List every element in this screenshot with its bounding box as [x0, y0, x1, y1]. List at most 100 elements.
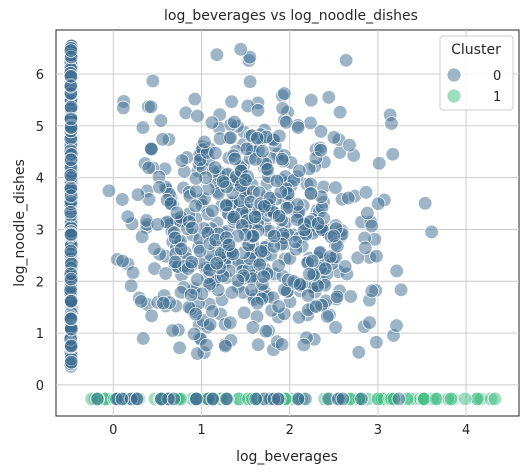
data-point-cluster-1: [487, 391, 503, 407]
data-point-cluster-0: [271, 258, 286, 273]
data-point-cluster-0: [169, 205, 185, 220]
data-point-cluster-0: [291, 310, 307, 325]
data-point-cluster-0: [277, 86, 292, 101]
data-point-cluster-0: [290, 391, 306, 407]
data-point-cluster-0: [303, 186, 319, 201]
data-point-cluster-0: [308, 299, 324, 314]
data-point-cluster-0: [238, 172, 253, 187]
data-point-cluster-0: [204, 115, 220, 130]
data-point-cluster-0: [302, 266, 317, 282]
data-point-cluster-0: [242, 74, 258, 89]
data-point-cluster-0: [239, 141, 254, 156]
data-point-cluster-0: [250, 296, 265, 311]
data-point-cluster-0: [245, 320, 260, 335]
data-point-cluster-0: [64, 294, 79, 309]
data-point-cluster-0: [63, 243, 79, 259]
data-point-cluster-0: [320, 309, 335, 324]
data-point-cluster-0: [90, 391, 105, 407]
data-point-cluster-0: [167, 230, 183, 246]
data-point-cluster-0: [257, 199, 272, 214]
data-point-cluster-0: [187, 91, 203, 107]
data-point-cluster-0: [237, 305, 252, 320]
data-point-cluster-0: [313, 143, 329, 158]
data-point-cluster-0: [318, 261, 333, 276]
data-point-cluster-0: [209, 47, 225, 62]
x-tick-label: 1: [197, 423, 205, 438]
data-point-cluster-0: [189, 184, 204, 199]
data-point-cluster-0: [250, 131, 265, 146]
data-point-cluster-0: [233, 42, 248, 57]
data-point-cluster-0: [267, 228, 282, 244]
y-axis-title: log_noodle_dishes: [12, 159, 28, 287]
data-point-cluster-0: [205, 391, 220, 407]
data-point-cluster-0: [208, 160, 223, 175]
data-point-cluster-0: [351, 345, 366, 360]
data-point-cluster-0: [63, 271, 79, 287]
data-point-cluster-0: [192, 243, 208, 259]
data-point-cluster-0: [271, 209, 287, 224]
data-point-cluster-0: [172, 340, 187, 355]
data-point-cluster-0: [218, 338, 233, 354]
data-point-cluster-0: [254, 244, 269, 259]
data-point-cluster-0: [250, 103, 266, 118]
data-point-cluster-0: [384, 116, 399, 131]
data-point-cluster-0: [184, 255, 199, 270]
data-point-cluster-0: [275, 101, 290, 116]
data-point-cluster-0: [221, 237, 237, 252]
x-tick-label: 0: [109, 423, 117, 438]
y-tick-label: 3: [36, 223, 44, 238]
data-point-cluster-0: [63, 43, 79, 58]
data-point-cluster-0: [248, 391, 263, 407]
data-point-cluster-0: [135, 120, 151, 135]
data-point-cluster-0: [247, 209, 263, 224]
data-point-cluster-0: [304, 93, 319, 108]
data-point-cluster-0: [63, 311, 79, 327]
data-point-cluster-0: [251, 337, 266, 352]
data-point-cluster-0: [274, 152, 290, 167]
data-point-cluster-0: [63, 152, 79, 167]
data-point-cluster-0: [313, 124, 329, 139]
data-point-cluster-0: [152, 180, 167, 195]
data-point-cluster-0: [269, 173, 284, 189]
data-point-cluster-0: [310, 216, 326, 231]
data-point-cluster-0: [219, 391, 234, 407]
data-point-cluster-0: [296, 337, 311, 353]
data-point-cluster-0: [64, 338, 79, 354]
data-point-cluster-0: [215, 174, 231, 189]
data-point-cluster-0: [362, 315, 377, 330]
data-point-cluster-0: [292, 163, 307, 178]
data-point-cluster-0: [230, 273, 246, 288]
data-point-cluster-0: [120, 209, 135, 224]
data-point-cluster-0: [202, 277, 217, 292]
data-point-cluster-0: [158, 266, 173, 281]
legend-marker-0: [446, 67, 462, 83]
data-point-cluster-0: [328, 320, 343, 335]
data-point-cluster-0: [354, 391, 369, 407]
data-point-cluster-0: [208, 145, 223, 161]
data-point-cluster-0: [130, 187, 146, 202]
data-point-cluster-0: [272, 128, 287, 144]
data-point-cluster-0: [115, 192, 130, 207]
data-point-cluster-0: [270, 391, 286, 407]
data-point-cluster-0: [189, 391, 204, 407]
data-point-cluster-0: [165, 323, 180, 338]
data-point-cluster-0: [369, 249, 384, 264]
x-tick-label: 4: [462, 423, 470, 438]
data-point-cluster-0: [338, 259, 353, 274]
y-tick-label: 0: [36, 379, 44, 394]
data-point-cluster-0: [385, 147, 400, 162]
data-point-cluster-0: [188, 171, 204, 186]
data-point-cluster-0: [144, 308, 159, 323]
y-tick-label: 4: [36, 172, 44, 187]
legend-label-1: 1: [493, 90, 501, 105]
data-point-cluster-0: [101, 183, 117, 198]
data-point-cluster-0: [186, 326, 202, 342]
x-tick-label: 3: [374, 423, 382, 438]
data-point-cluster-0: [338, 53, 354, 68]
data-point-cluster-0: [205, 304, 220, 319]
data-point-cluster-0: [371, 196, 386, 211]
data-point-cluster-1: [443, 391, 459, 407]
data-point-cluster-0: [141, 160, 156, 175]
data-point-cluster-0: [343, 289, 358, 304]
data-point-cluster-0: [391, 391, 406, 407]
